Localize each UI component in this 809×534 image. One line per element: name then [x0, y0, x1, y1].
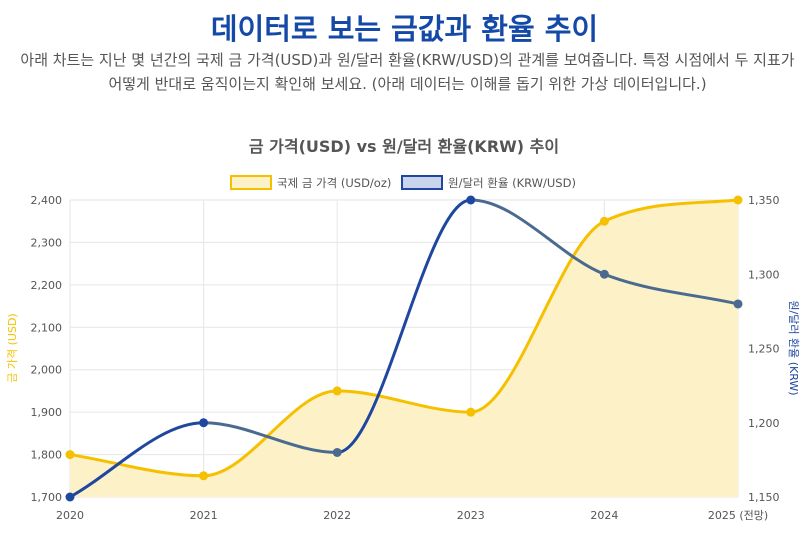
- gold-price-point[interactable]: [199, 471, 209, 481]
- point-layer: [65, 195, 743, 502]
- y-axis-right-title: 원/달러 환율 (KRW): [787, 300, 800, 395]
- krw-rate-point[interactable]: [599, 269, 609, 279]
- y-left-tick-label: 2,000: [31, 364, 63, 377]
- y-right-tick-label: 1,150: [748, 491, 780, 504]
- legend-swatch-gold: [230, 175, 272, 190]
- x-tick-label: 2021: [190, 509, 218, 522]
- x-tick-label: 2024: [590, 509, 618, 522]
- gold-price-point[interactable]: [332, 386, 342, 396]
- krw-rate-point[interactable]: [466, 195, 476, 205]
- y-axis-left-title: 금 가격 (USD): [6, 313, 19, 382]
- legend-item-gold[interactable]: 국제 금 가격 (USD/oz): [230, 175, 391, 190]
- y-left-tick-label: 2,300: [31, 236, 63, 249]
- krw-rate-line-segment: [603, 272, 739, 306]
- y-left-tick-label: 2,200: [31, 279, 63, 292]
- krw-rate-line-segment: [203, 421, 338, 454]
- legend: 국제 금 가격 (USD/oz) 원/달러 환율 (KRW/USD): [230, 175, 576, 190]
- krw-rate-point[interactable]: [199, 418, 209, 428]
- x-tick-label: 2025 (전망): [708, 509, 768, 522]
- area-layer: [70, 200, 738, 497]
- krw-rate-line-segment: [69, 421, 204, 499]
- chart-title: 금 가격(USD) vs 원/달러 환율(KRW) 추이: [249, 137, 559, 156]
- x-tick-label: 2022: [323, 509, 351, 522]
- krw-rate-point[interactable]: [733, 299, 743, 309]
- page-description: 아래 차트는 지난 몇 년간의 국제 금 가격(USD)과 원/달러 환율(KR…: [20, 51, 795, 93]
- y-right-tick-label: 1,250: [748, 343, 780, 356]
- page-title: 데이터로 보는 금값과 환율 추이: [210, 12, 599, 46]
- y-left-tick-label: 2,400: [31, 194, 63, 207]
- gold-price-point[interactable]: [466, 407, 476, 417]
- gold-price-point[interactable]: [65, 450, 75, 460]
- y-left-tick-label: 2,100: [31, 321, 63, 334]
- axis-ticks: 1,700 1,800 1,900 2,000 2,100 2,200 2,300 2,400…: [31, 194, 780, 522]
- gold-price-area: [70, 200, 738, 497]
- krw-rate-line-segment: [336, 198, 472, 454]
- x-tick-label: 2020: [56, 509, 84, 522]
- krw-rate-point[interactable]: [332, 447, 342, 457]
- y-left-tick-label: 1,800: [31, 449, 63, 462]
- legend-swatch-krw: [401, 175, 443, 190]
- y-right-tick-label: 1,200: [748, 417, 780, 430]
- gold-price-point[interactable]: [599, 216, 609, 226]
- gold-price-point[interactable]: [733, 195, 743, 205]
- legend-item-krw[interactable]: 원/달러 환율 (KRW/USD): [401, 175, 576, 190]
- legend-label-krw: 원/달러 환율 (KRW/USD): [448, 176, 576, 190]
- krw-rate-line-segment: [470, 198, 605, 276]
- y-left-tick-label: 1,700: [31, 491, 63, 504]
- krw-rate-point[interactable]: [65, 492, 75, 502]
- y-left-tick-label: 1,900: [31, 406, 63, 419]
- y-right-tick-label: 1,350: [748, 194, 780, 207]
- x-tick-label: 2023: [457, 509, 485, 522]
- y-right-tick-label: 1,300: [748, 268, 780, 281]
- legend-label-gold: 국제 금 가격 (USD/oz): [277, 176, 391, 190]
